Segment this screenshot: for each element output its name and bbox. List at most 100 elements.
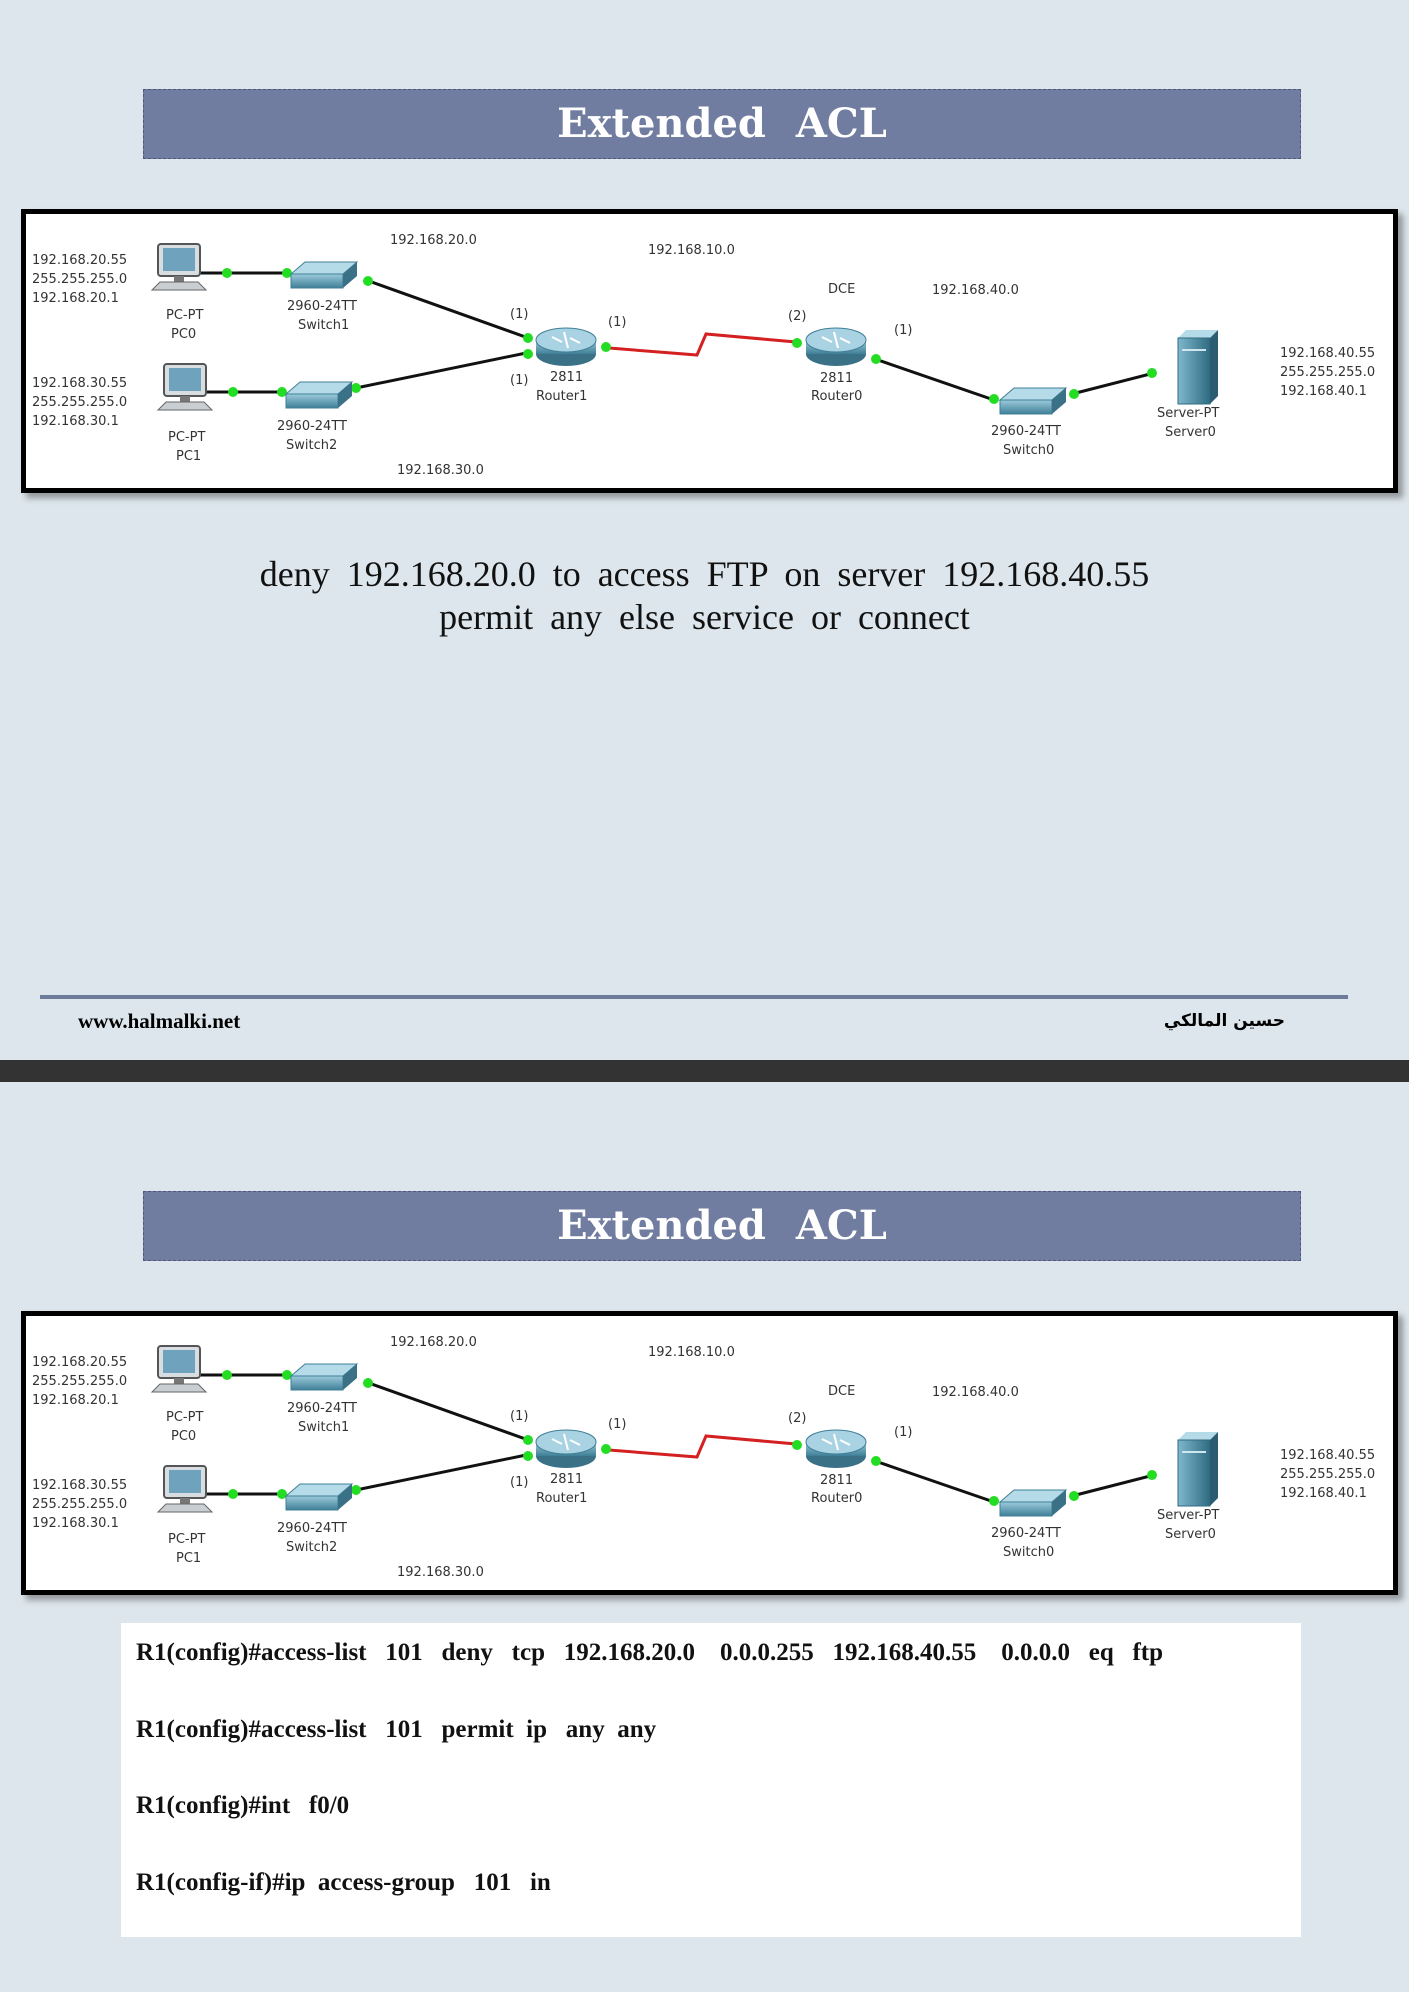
pc1-icon[interactable] [156, 363, 214, 411]
network-diagram: 192.168.20.0 192.168.10.0 192.168.40.0 1… [32, 233, 1375, 478]
server0-gateway: 192.168.40.1 [1280, 384, 1367, 399]
footer-website[interactable]: www.halmalki.net [78, 1009, 241, 1033]
server0-mask: 255.255.255.0 [1280, 1467, 1375, 1482]
server0-gateway: 192.168.40.1 [1280, 1486, 1367, 1501]
router1-model: 2811 [550, 1472, 583, 1487]
dce-label: DCE [828, 1384, 855, 1399]
switch2-icon[interactable] [284, 381, 354, 409]
server0-type: Server-PT [1157, 406, 1219, 421]
pc1-gateway: 192.168.30.1 [32, 414, 119, 429]
switch0-model: 2960-24TT [991, 1526, 1061, 1541]
server0-icon[interactable] [1177, 330, 1218, 405]
pc0-mask: 255.255.255.0 [32, 272, 127, 287]
pc0-gateway: 192.168.20.1 [32, 291, 119, 306]
pc1-mask: 255.255.255.0 [32, 1497, 127, 1512]
link-switch2-router1 [355, 1452, 532, 1492]
pc0-mask: 255.255.255.0 [32, 1374, 127, 1389]
switch0-icon[interactable] [998, 387, 1068, 415]
link-router0-switch0 [877, 1460, 995, 1504]
server0-ip: 192.168.40.55 [1280, 1448, 1375, 1463]
port-indicators [222, 1370, 1157, 1506]
port-indicators [222, 268, 1157, 404]
serial-link-dce [608, 1434, 797, 1459]
switch1-name: Switch1 [298, 1420, 349, 1435]
router1-icon[interactable] [535, 1429, 597, 1468]
pc1-type: PC-PT [168, 1532, 205, 1547]
router0-port-label: (2) [788, 309, 806, 324]
switch2-model: 2960-24TT [277, 1521, 347, 1536]
switch2-model: 2960-24TT [277, 419, 347, 434]
pc0-type: PC-PT [166, 308, 203, 323]
footer-author: حسين المالكي [1163, 1011, 1285, 1031]
router0-port-label: (2) [788, 1411, 806, 1426]
command-line: R1(config-if)#ip access-group 101 in [136, 1869, 551, 1896]
link-switch2-router1 [355, 350, 532, 390]
router1-port-label: (1) [510, 307, 528, 322]
server0-icon[interactable] [1177, 1432, 1218, 1507]
switch0-model: 2960-24TT [991, 424, 1061, 439]
slide-title: Extended ACL [143, 1191, 1301, 1261]
config-commands: R1(config)#access-list 101 deny tcp 192.… [121, 1623, 1301, 1937]
dce-label: DCE [828, 282, 855, 297]
diagram-frame: 192.168.20.0 192.168.10.0 192.168.40.0 1… [21, 1311, 1398, 1595]
switch1-icon[interactable] [289, 1363, 359, 1391]
server0-ip: 192.168.40.55 [1280, 346, 1375, 361]
switch1-icon[interactable] [289, 261, 359, 289]
server0-name: Server0 [1165, 425, 1216, 440]
pc1-ip: 192.168.30.55 [32, 1478, 127, 1493]
pc0-ip: 192.168.20.55 [32, 1355, 127, 1370]
command-line: R1(config)#int f0/0 [136, 1792, 350, 1819]
pc1-name: PC1 [176, 1551, 201, 1566]
router1-port-label: (1) [608, 315, 626, 330]
switch2-name: Switch2 [286, 1540, 337, 1555]
command-line: R1(config)#access-list 101 deny tcp 192.… [136, 1639, 1164, 1666]
server0-name: Server0 [1165, 1527, 1216, 1542]
footer-rule [40, 995, 1348, 999]
pc0-gateway: 192.168.20.1 [32, 1393, 119, 1408]
server0-type: Server-PT [1157, 1508, 1219, 1523]
router0-name: Router0 [811, 389, 862, 404]
network-label: 192.168.20.0 [390, 1335, 477, 1350]
description-line-1: deny 192.168.20.0 to access FTP on serve… [259, 554, 1150, 594]
router1-port-label: (1) [608, 1417, 626, 1432]
network-label: 192.168.10.0 [648, 243, 735, 258]
switch1-name: Switch1 [298, 318, 349, 333]
router1-model: 2811 [550, 370, 583, 385]
link-router0-switch0 [877, 358, 995, 402]
description-line-2: permit any else service or connect [439, 597, 970, 637]
server0-mask: 255.255.255.0 [1280, 365, 1375, 380]
router1-icon[interactable] [535, 327, 597, 366]
pc0-type: PC-PT [166, 1410, 203, 1425]
network-label: 192.168.40.0 [932, 283, 1019, 298]
pc0-icon[interactable] [150, 1345, 208, 1393]
pc1-type: PC-PT [168, 430, 205, 445]
slide-2: Extended ACL [0, 1082, 1409, 1992]
switch2-icon[interactable] [284, 1483, 354, 1511]
command-line: R1(config)#access-list 101 permit ip any… [136, 1716, 657, 1743]
diagram-frame: 192.168.20.0 192.168.10.0 192.168.40.0 1… [21, 209, 1398, 493]
pc1-gateway: 192.168.30.1 [32, 1516, 119, 1531]
router0-name: Router0 [811, 1491, 862, 1506]
router0-model: 2811 [820, 1473, 853, 1488]
router0-icon[interactable] [805, 327, 867, 366]
serial-link-dce [608, 332, 797, 357]
network-label: 192.168.40.0 [932, 1385, 1019, 1400]
router1-port-label: (1) [510, 373, 528, 388]
router1-port-label: (1) [510, 1409, 528, 1424]
router1-name: Router1 [536, 389, 587, 404]
switch0-name: Switch0 [1003, 1545, 1054, 1560]
page-separator [0, 1060, 1409, 1082]
router0-port-label: (1) [894, 1425, 912, 1440]
router0-port-label: (1) [894, 323, 912, 338]
link-switch0-server0 [1071, 371, 1155, 396]
pc0-name: PC0 [171, 1429, 196, 1444]
router0-icon[interactable] [805, 1429, 867, 1468]
link-switch1-router1 [365, 278, 532, 341]
router1-port-label: (1) [510, 1475, 528, 1490]
pc0-icon[interactable] [150, 243, 208, 291]
switch2-name: Switch2 [286, 438, 337, 453]
switch0-icon[interactable] [998, 1489, 1068, 1517]
pc0-name: PC0 [171, 327, 196, 342]
pc1-icon[interactable] [156, 1465, 214, 1513]
router1-name: Router1 [536, 1491, 587, 1506]
